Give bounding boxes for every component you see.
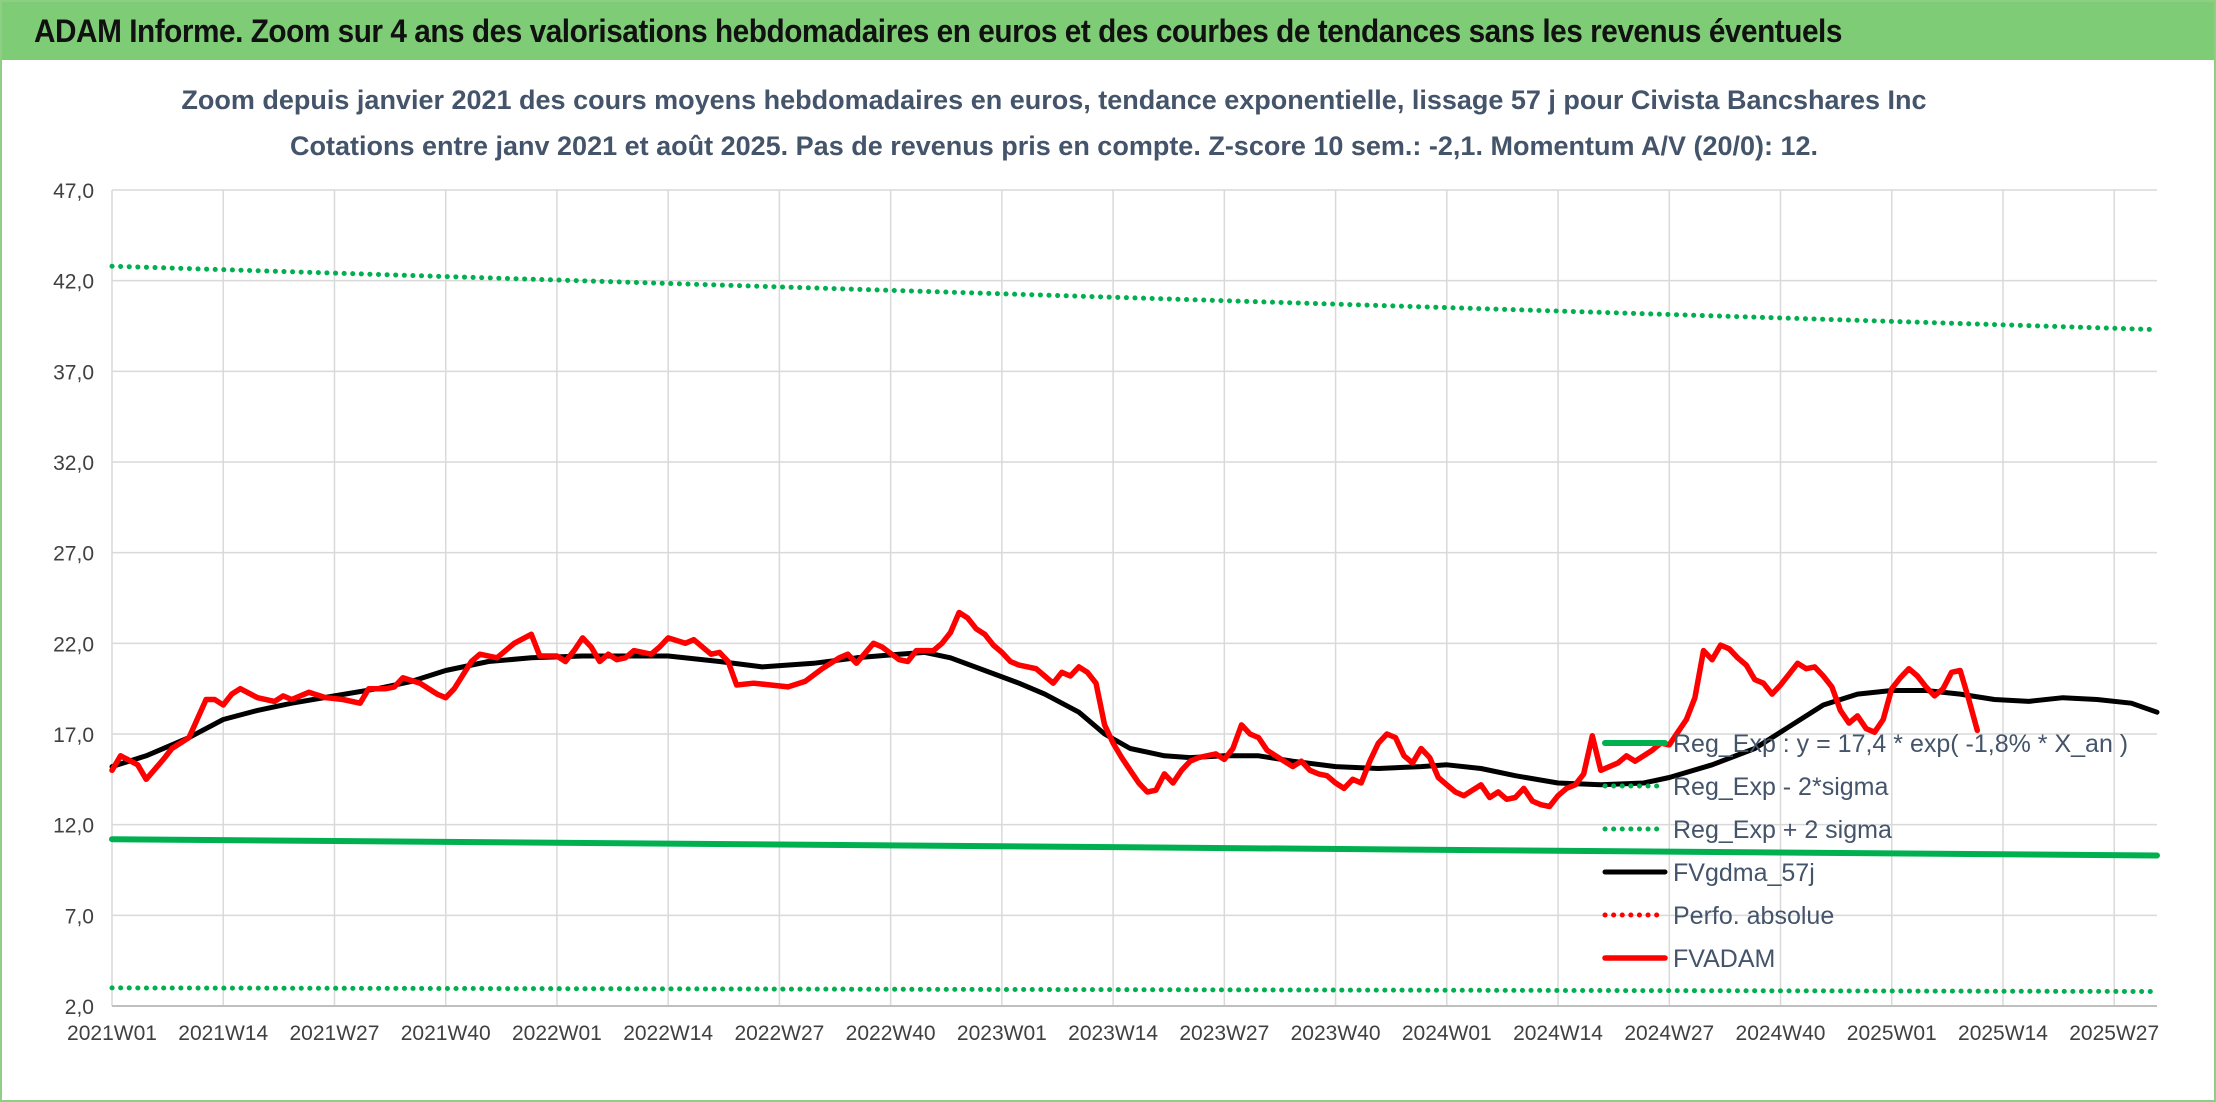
x-tick-label: 2023W01 xyxy=(957,1022,1047,1045)
legend-label-3: FVgdma_57j xyxy=(1673,859,1815,887)
legend-label-4: Perfo. absolue xyxy=(1673,902,1834,930)
x-tick-label: 2022W40 xyxy=(846,1022,936,1045)
y-tick-label: 12,0 xyxy=(53,815,94,838)
legend: Reg_Exp : y = 17,4 * exp( -1,8% * X_an )… xyxy=(1602,730,2128,973)
y-tick-label: 32,0 xyxy=(53,452,94,475)
y-tick-label: 2,0 xyxy=(65,996,94,1019)
chart-title: Zoom depuis janvier 2021 des cours moyen… xyxy=(181,85,1926,115)
series-line-3 xyxy=(109,649,2160,788)
x-tick-label: 2025W14 xyxy=(1958,1022,2048,1045)
series-lines xyxy=(109,263,2160,994)
x-tick-label: 2021W01 xyxy=(67,1022,157,1045)
axis-ticks: 2,0 7,0 12,0 17,0 22,0 27,0 32,0 37,0 42,0 47,0 20… xyxy=(53,180,2159,1045)
series-line-1 xyxy=(109,985,2160,994)
x-tick-label: 2024W14 xyxy=(1513,1022,1603,1045)
banner-title: ADAM Informe. Zoom sur 4 ans des valoris… xyxy=(34,12,1842,49)
gridlines xyxy=(111,189,2157,1007)
x-tick-label: 2021W27 xyxy=(290,1022,380,1045)
x-tick-label: 2025W27 xyxy=(2069,1022,2159,1045)
series-line-2 xyxy=(109,263,2160,333)
y-tick-label: 37,0 xyxy=(53,361,94,384)
y-tick-label: 7,0 xyxy=(65,905,94,928)
x-tick-label: 2024W27 xyxy=(1624,1022,1714,1045)
report-banner: ADAM Informe. Zoom sur 4 ans des valoris… xyxy=(2,2,2214,60)
y-tick-label: 47,0 xyxy=(53,180,94,203)
x-tick-label: 2022W27 xyxy=(734,1022,824,1045)
y-tick-label: 17,0 xyxy=(53,724,94,747)
x-tick-label: 2025W01 xyxy=(1847,1022,1937,1045)
x-tick-label: 2022W14 xyxy=(623,1022,713,1045)
series-line-5 xyxy=(109,609,1981,810)
y-tick-label: 42,0 xyxy=(53,271,94,294)
x-tick-label: 2023W40 xyxy=(1291,1022,1381,1045)
legend-label-1: Reg_Exp - 2*sigma xyxy=(1673,773,1888,801)
x-tick-label: 2022W01 xyxy=(512,1022,602,1045)
x-tick-label: 2023W27 xyxy=(1179,1022,1269,1045)
y-tick-label: 27,0 xyxy=(53,543,94,566)
legend-label-0: Reg_Exp : y = 17,4 * exp( -1,8% * X_an ) xyxy=(1673,730,2128,758)
x-tick-label: 2024W01 xyxy=(1402,1022,1492,1045)
y-tick-label: 22,0 xyxy=(53,633,94,656)
series-line-0 xyxy=(109,836,2160,859)
x-tick-label: 2023W14 xyxy=(1068,1022,1158,1045)
x-tick-label: 2021W40 xyxy=(401,1022,491,1045)
x-tick-label: 2021W14 xyxy=(178,1022,268,1045)
x-tick-label: 2024W40 xyxy=(1736,1022,1826,1045)
legend-label-5: FVADAM xyxy=(1673,945,1775,973)
legend-label-2: Reg_Exp + 2 sigma xyxy=(1673,816,1892,844)
trend-chart: Zoom depuis janvier 2021 des cours moyen… xyxy=(53,85,2160,1045)
chart-subtitle: Cotations entre janv 2021 et août 2025. … xyxy=(290,131,1818,161)
